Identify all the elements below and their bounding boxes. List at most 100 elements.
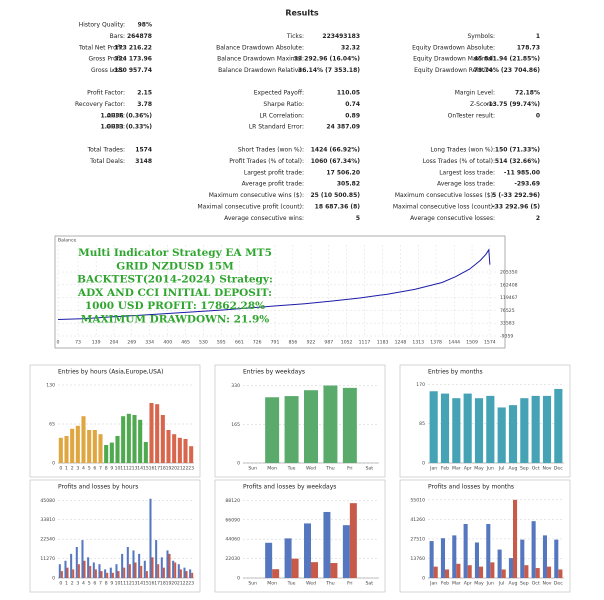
bar xyxy=(126,546,129,578)
x-tick-label: 23 xyxy=(188,466,194,472)
bar xyxy=(89,565,92,578)
x-tick-label: 14 xyxy=(137,581,143,587)
bar xyxy=(98,434,103,463)
bar xyxy=(456,563,461,578)
bar xyxy=(535,568,540,578)
stat-value: 72.18% xyxy=(515,90,540,97)
x-tick-label: Mon xyxy=(267,466,277,472)
bar xyxy=(157,564,160,578)
x-tick-label: 3 xyxy=(76,466,79,472)
x-tick-label: 4 xyxy=(82,466,85,472)
bar xyxy=(520,398,529,463)
bar xyxy=(433,566,438,578)
bar xyxy=(60,571,63,578)
x-tick-label: Jan xyxy=(429,581,437,587)
x-tick-label: Tue xyxy=(287,581,296,587)
x-tick-label: Sat xyxy=(366,466,374,472)
bar xyxy=(490,562,495,578)
stat-label: LR Standard Error: xyxy=(249,124,304,131)
y-tick-label: 130 xyxy=(46,383,55,389)
bar xyxy=(265,542,273,578)
stat-value: -150 957.74 xyxy=(112,67,152,74)
bar xyxy=(440,393,450,463)
chart-title: Entries by months xyxy=(428,369,483,376)
stat-label: Largest loss trade: xyxy=(439,169,495,176)
bar xyxy=(323,385,338,463)
x-tick-label: 661 xyxy=(235,340,244,346)
x-tick-label: 2 xyxy=(71,466,74,472)
x-tick-label: 11 xyxy=(120,581,126,587)
stat-value: 264878 xyxy=(127,33,152,40)
bar xyxy=(92,430,97,463)
x-tick-label: 12 xyxy=(126,581,132,587)
x-tick-label: Sun xyxy=(248,466,257,472)
stat-label: Bars: xyxy=(110,33,125,40)
stat-value: 36.14% (7 353.18) xyxy=(298,67,360,74)
x-tick-label: Aug xyxy=(509,466,518,472)
x-tick-label: 465 xyxy=(181,340,190,346)
x-tick-label: Thu xyxy=(325,581,335,587)
x-tick-label: Nov xyxy=(543,466,552,472)
stat-value: 0.74 xyxy=(345,101,360,108)
y-tick-label: 11270 xyxy=(40,556,55,562)
panel xyxy=(214,479,386,593)
x-tick-label: Jun xyxy=(486,466,494,472)
stat-label: Z-Score: xyxy=(470,101,495,108)
balance-label: Balance xyxy=(58,238,76,244)
stat-value: 324 173.96 xyxy=(114,56,152,63)
chart-title: Entries by hours (Asia,Europe,USA) xyxy=(58,369,163,376)
bar xyxy=(138,419,143,463)
stat-value: 1 xyxy=(536,33,540,40)
bar xyxy=(149,403,154,463)
stat-label: Ticks: xyxy=(286,33,304,40)
x-tick-label: 139 xyxy=(92,340,101,346)
bar xyxy=(486,395,495,463)
bar xyxy=(467,565,472,578)
x-tick-label: 1183 xyxy=(377,340,389,346)
x-tick-label: 6 xyxy=(93,466,96,472)
bar xyxy=(126,413,131,463)
x-tick-label: 7 xyxy=(99,581,102,587)
stat-value: 150 (71.33%) xyxy=(495,147,540,154)
bar xyxy=(94,569,97,578)
x-tick-label: Thu xyxy=(325,466,335,472)
bar xyxy=(145,571,148,578)
results-title: Results xyxy=(285,9,319,18)
x-tick-label: 1248 xyxy=(395,340,407,346)
x-tick-label: 20 xyxy=(171,466,177,472)
bar xyxy=(349,503,357,578)
bar xyxy=(177,564,180,578)
bar xyxy=(58,437,63,463)
x-tick-label: 3 xyxy=(76,581,79,587)
y-tick-label: 0 xyxy=(52,461,55,467)
stat-value: 1060 (67.34%) xyxy=(311,158,361,165)
x-tick-label: 7 xyxy=(99,466,102,472)
x-tick-label: Sun xyxy=(248,581,257,587)
bar xyxy=(121,416,126,463)
stat-label: OnTester result: xyxy=(448,112,495,119)
bar xyxy=(172,560,175,578)
bar xyxy=(64,436,69,463)
stat-label: Total Trades: xyxy=(87,147,126,154)
x-tick-label: 922 xyxy=(307,340,316,346)
y-tick-label: 44060 xyxy=(225,537,240,543)
x-tick-label: 530 xyxy=(199,340,208,346)
bar xyxy=(452,398,461,463)
x-tick-label: Jan xyxy=(429,466,437,472)
stat-label: Gross Profit: xyxy=(89,56,126,63)
bar xyxy=(284,396,299,463)
bar xyxy=(429,541,434,578)
x-tick-label: Fri xyxy=(347,581,352,587)
x-tick-label: 269 xyxy=(127,340,136,346)
y-tick-label: 0 xyxy=(237,461,240,467)
x-tick-label: 1 xyxy=(65,581,68,587)
chart-title: Entries by weekdays xyxy=(243,369,305,376)
bar xyxy=(143,442,148,463)
y-tick-label: 45080 xyxy=(40,498,55,504)
x-tick-label: 19 xyxy=(166,466,172,472)
bar xyxy=(121,553,124,578)
overlay-text: ADX AND CCI INITIAL DEPOSIT: xyxy=(77,287,272,299)
bar xyxy=(183,567,186,578)
bar xyxy=(189,569,192,578)
